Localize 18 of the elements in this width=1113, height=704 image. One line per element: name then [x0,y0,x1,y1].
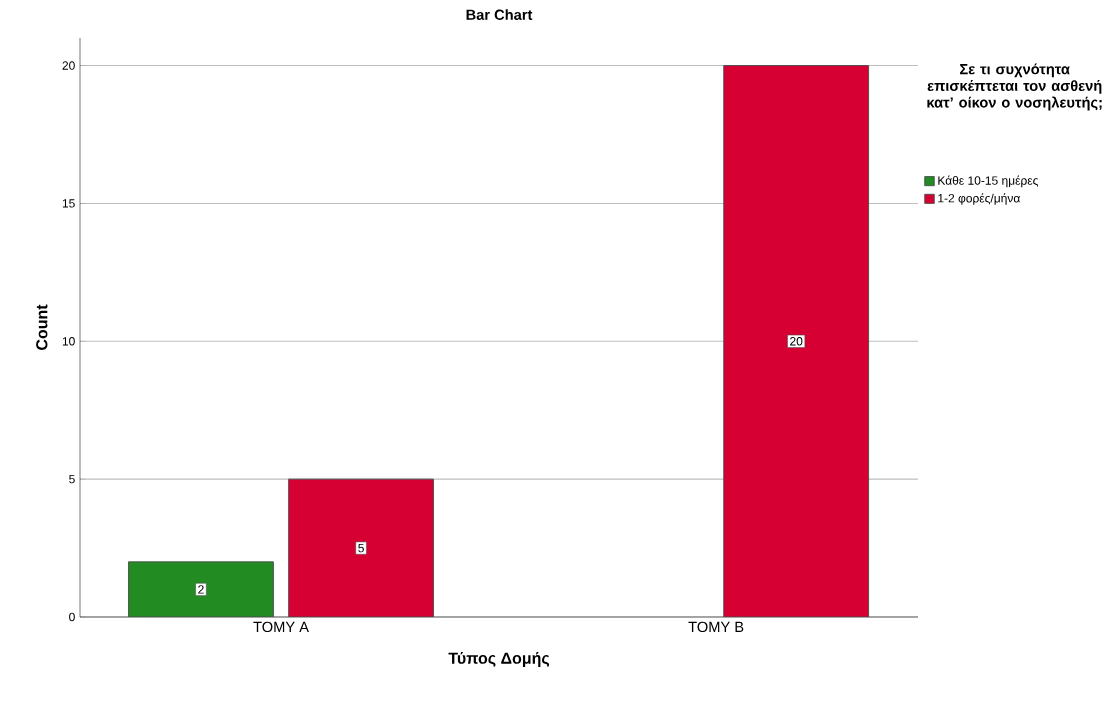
legend-label: Κάθε 10-15 ημέρες [938,175,1039,188]
bar [723,65,870,617]
x-axis-title: Τύπος Δομής [448,651,550,667]
y-tick-label: 20 [62,61,75,70]
legend-label: 1-2 φορές/μήνα [938,193,1020,205]
y-tick-label: 5 [69,474,75,484]
data-label: 2 [198,585,204,594]
x-tick-label: ΤΟΜΥ Α [253,621,309,633]
y-tick-label: 0 [69,612,75,622]
y-axis-title: Count [36,304,48,350]
chart-title: Bar Chart [466,9,533,20]
y-tick-label: 10 [62,337,75,346]
bar [288,478,434,617]
data-label: 20 [790,337,803,346]
data-label: 5 [358,543,364,553]
y-tick-label: 15 [62,199,75,208]
legend-title: Σε τι συχνότητα επισκέπτεται τον ασθενή κατ’ οίκον ο νοσηλευτής; [927,63,1102,111]
x-tick-label: ΤΟΜΥ Β [688,621,744,633]
